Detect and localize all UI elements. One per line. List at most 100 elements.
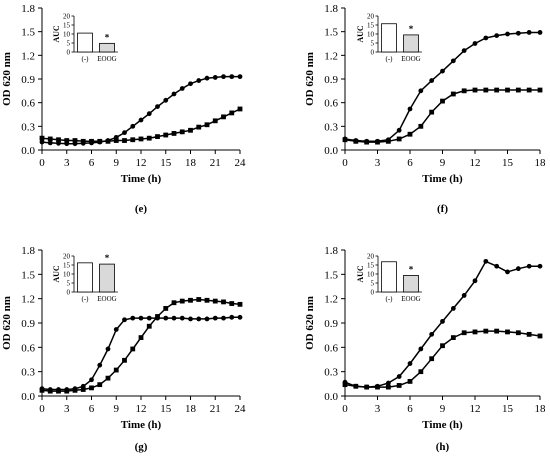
data-point xyxy=(537,87,543,93)
inset-y-tick-label: 20 xyxy=(63,253,71,261)
x-tick-label: 18 xyxy=(185,403,197,415)
panel-label: (f) xyxy=(437,203,448,215)
data-point xyxy=(204,75,210,81)
x-tick-label: 0 xyxy=(342,157,348,169)
data-point xyxy=(171,315,177,321)
x-tick-label: 6 xyxy=(89,157,95,169)
x-tick-label: 9 xyxy=(440,403,446,415)
data-point xyxy=(461,88,467,94)
chart-panel: 0.0 0.3 0.6 0.9 1.2 1.5 1.8 0 3 6 9 12 15 18 21 24 Time … xyxy=(1,3,246,215)
data-point xyxy=(429,109,435,115)
data-point xyxy=(196,78,202,83)
inset-bar xyxy=(77,262,93,293)
y-axis-label: OD 620 nm xyxy=(304,52,316,106)
series-square xyxy=(39,297,243,394)
data-point xyxy=(64,388,70,394)
x-tick-label: 15 xyxy=(502,403,514,415)
inset-y-tick-label: 15 xyxy=(63,22,71,30)
data-point xyxy=(155,104,160,110)
data-point xyxy=(56,388,61,394)
inset-y-axis-label: AUC xyxy=(356,25,365,43)
significance-marker: * xyxy=(409,264,414,274)
inset-y-tick-label: 15 xyxy=(367,262,375,270)
data-point xyxy=(105,375,111,381)
chart-panel: 0.0 0.3 0.6 0.9 1.2 1.5 1.8 0 3 6 9 12 15 18 21 24 Time … xyxy=(1,245,246,453)
data-point xyxy=(429,78,435,83)
data-point xyxy=(364,384,370,390)
data-point xyxy=(450,58,456,64)
data-point xyxy=(155,134,160,139)
y-tick-label: 0.0 xyxy=(21,145,35,157)
data-point xyxy=(237,74,243,80)
data-point xyxy=(440,318,445,324)
inset-bar xyxy=(381,23,397,53)
data-point xyxy=(385,384,391,390)
chart-panel: 0.0 0.3 0.6 0.9 1.2 1.5 1.8 0 3 6 9 12 15 18 Time (h) O… xyxy=(304,245,546,453)
inset-y-tick-label: 15 xyxy=(367,22,375,30)
inset-y-tick-label: 10 xyxy=(63,31,71,39)
inset-bar xyxy=(77,32,93,53)
data-point xyxy=(89,385,94,391)
y-tick-label: 1.5 xyxy=(21,27,35,39)
x-tick-label: 12 xyxy=(136,403,147,415)
y-tick-label: 1.8 xyxy=(21,3,35,15)
x-tick-label: 0 xyxy=(342,403,348,415)
data-point xyxy=(80,138,86,144)
x-tick-label: 15 xyxy=(160,157,172,169)
inset-bar xyxy=(381,261,397,293)
data-point xyxy=(188,297,193,303)
x-axis-label: Time (h) xyxy=(121,173,162,185)
data-point xyxy=(429,331,435,337)
data-point xyxy=(483,87,489,93)
data-point xyxy=(130,123,136,129)
x-axis-label: Time (h) xyxy=(121,419,162,431)
inset-y-axis-label: AUC xyxy=(52,265,61,283)
series-circle xyxy=(39,314,243,392)
data-point xyxy=(155,314,160,319)
inset-y-tick-label: 5 xyxy=(371,40,375,48)
data-point xyxy=(537,263,543,269)
x-tick-label: 0 xyxy=(39,403,45,415)
data-point xyxy=(138,335,144,340)
data-point xyxy=(494,87,500,93)
data-point xyxy=(97,138,103,144)
data-point xyxy=(171,91,177,97)
data-point xyxy=(163,132,169,138)
data-point xyxy=(526,331,532,337)
x-tick-label: 6 xyxy=(407,403,413,415)
inset-bar xyxy=(99,42,115,53)
data-point xyxy=(72,138,78,143)
inset-y-axis-label: AUC xyxy=(52,25,61,43)
data-point xyxy=(47,140,53,146)
y-tick-label: 1.2 xyxy=(324,294,338,306)
x-axis-label: Time (h) xyxy=(422,419,463,431)
data-point xyxy=(237,301,243,307)
data-point xyxy=(385,380,391,386)
data-point xyxy=(418,123,424,129)
data-point xyxy=(171,131,177,136)
data-point xyxy=(47,388,53,394)
series-square xyxy=(342,87,543,145)
data-point xyxy=(494,33,500,39)
y-tick-label: 1.2 xyxy=(324,50,338,62)
data-point xyxy=(483,35,489,41)
data-point xyxy=(97,382,103,388)
data-point xyxy=(204,297,210,303)
data-point xyxy=(483,258,489,264)
data-point xyxy=(196,124,202,130)
data-point xyxy=(56,137,61,143)
inset-category-label: EOOG xyxy=(401,55,420,63)
y-tick-label: 1.5 xyxy=(21,269,35,281)
data-point xyxy=(212,118,218,124)
data-point xyxy=(429,356,435,362)
data-point xyxy=(353,138,359,144)
data-point xyxy=(188,81,193,87)
data-point xyxy=(105,138,111,144)
data-point xyxy=(505,329,510,335)
data-point xyxy=(407,131,413,137)
data-point xyxy=(418,346,424,352)
data-point xyxy=(418,88,424,94)
series-line xyxy=(41,298,241,392)
data-point xyxy=(122,357,127,363)
